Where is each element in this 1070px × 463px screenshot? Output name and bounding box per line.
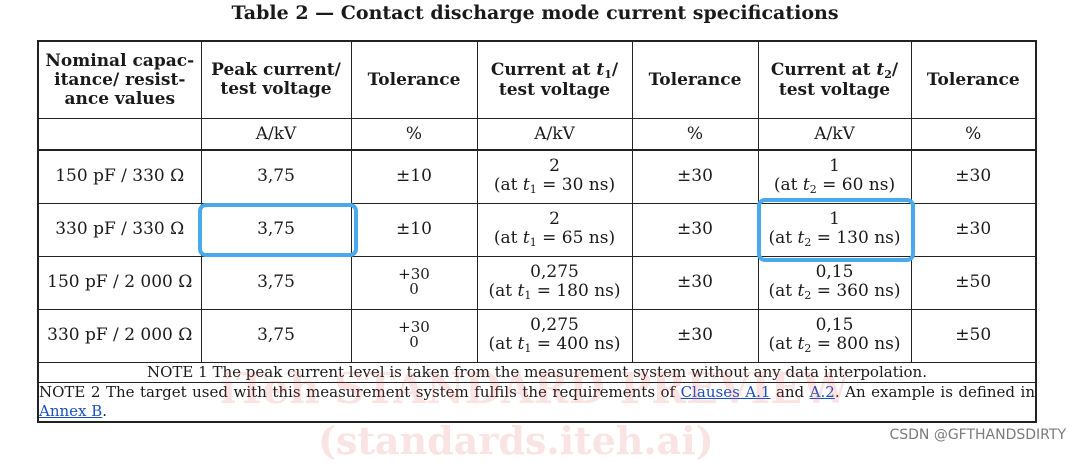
spec-table: Nominal capac- itance/ resist- ance valu… <box>37 40 1037 423</box>
annex-b-link[interactable]: Annex B <box>39 401 103 420</box>
cell-tolerance: ±30 <box>910 202 1037 257</box>
cell-tolerance: ±30 <box>910 149 1037 204</box>
header-peak-current: Peak current/ test voltage <box>200 40 352 119</box>
header-tolerance-2: Tolerance <box>631 40 759 119</box>
cell-value: 150 pF / 2 000 Ω <box>37 255 202 310</box>
cell-tolerance: +30 0 <box>350 308 478 363</box>
cell-current-t2: 0,15 (at t2 = 800 ns) <box>757 308 912 363</box>
cell-tolerance: ±30 <box>631 308 759 363</box>
unit-cell: A/kV <box>476 118 633 151</box>
cell-tolerance: ±10 <box>350 149 478 204</box>
unit-cell: A/kV <box>757 118 912 151</box>
source-watermark: CSDN @GFTHANDSDIRTY <box>889 427 1066 443</box>
units-row: A/kV % A/kV % A/kV % <box>37 118 1037 151</box>
cell-current-t1: 0,275 (at t1 = 400 ns) <box>476 308 633 363</box>
note-2-row: NOTE 2 The target used with this measure… <box>37 381 1037 422</box>
unit-cell: % <box>350 118 478 151</box>
highlight-current-t2 <box>757 198 915 262</box>
header-nominal: Nominal capac- itance/ resist- ance valu… <box>37 40 202 119</box>
note-2: NOTE 2 The target used with this measure… <box>37 381 1037 422</box>
note-1: NOTE 1 The peak current level is taken f… <box>37 361 1037 383</box>
clauses-a1-link[interactable]: Clauses A.1 <box>680 382 771 401</box>
cell-tolerance: ±30 <box>631 255 759 310</box>
note-1-row: NOTE 1 The peak current level is taken f… <box>37 361 1037 383</box>
header-current-t2: Current at t2/ test voltage <box>757 40 912 119</box>
cell-tolerance: +30 0 <box>350 255 478 310</box>
unit-cell: % <box>631 118 759 151</box>
unit-cell: % <box>910 118 1037 151</box>
cell-peak: 3,75 <box>200 255 352 310</box>
cell-tolerance: ±50 <box>910 308 1037 363</box>
a2-link[interactable]: A.2 <box>809 382 835 401</box>
cell-peak: 3,75 <box>200 149 352 204</box>
watermark-line-1: iTeh STANDARD PREVIEW <box>220 364 850 413</box>
watermark-line-2: (standards.iteh.ai) <box>318 418 714 463</box>
cell-peak: 3,75 <box>200 308 352 363</box>
table-title: Table 2 — Contact discharge mode current… <box>231 2 839 24</box>
cell-tolerance: ±10 <box>350 202 478 257</box>
cell-current-t2: 1 (at t2 = 130 ns) <box>757 202 912 257</box>
cell-tolerance: ±30 <box>631 149 759 204</box>
header-tolerance-3: Tolerance <box>910 40 1037 119</box>
cell-current-t1: 0,275 (at t1 = 180 ns) <box>476 255 633 310</box>
header-current-t1: Current at t1/ test voltage <box>476 40 633 119</box>
cell-value: 150 pF / 330 Ω <box>37 149 202 204</box>
header-tolerance-1: Tolerance <box>350 40 478 119</box>
highlight-peak-current <box>198 203 358 257</box>
unit-cell: A/kV <box>200 118 352 151</box>
table-row: 150 pF / 2 000 Ω 3,75 +30 0 0,275 (at t1 =… <box>37 255 1037 310</box>
cell-current-t1: 2 (at t1 = 30 ns) <box>476 149 633 204</box>
table-row: 150 pF / 330 Ω 3,75 ±10 2 (at t1 = 30 ns)… <box>37 149 1037 204</box>
cell-value: 330 pF / 330 Ω <box>37 202 202 257</box>
cell-current-t1: 2 (at t1 = 65 ns) <box>476 202 633 257</box>
cell-tolerance: ±50 <box>910 255 1037 310</box>
cell-value: 330 pF / 2 000 Ω <box>37 308 202 363</box>
header-row: Nominal capac- itance/ resist- ance valu… <box>37 40 1037 119</box>
unit-cell <box>37 118 202 151</box>
table-row: 330 pF / 2 000 Ω 3,75 +30 0 0,275 (at t1 =… <box>37 308 1037 363</box>
cell-current-t2: 1 (at t2 = 60 ns) <box>757 149 912 204</box>
cell-current-t2: 0,15 (at t2 = 360 ns) <box>757 255 912 310</box>
cell-tolerance: ±30 <box>631 202 759 257</box>
